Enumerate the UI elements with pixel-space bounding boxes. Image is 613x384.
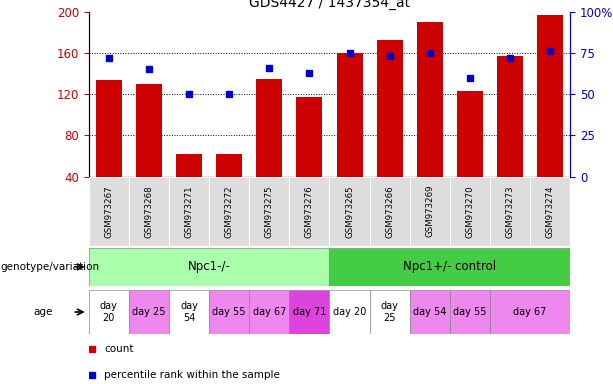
Text: GSM973265: GSM973265 <box>345 185 354 238</box>
Text: GSM973271: GSM973271 <box>185 185 194 238</box>
Bar <box>169 290 209 334</box>
Text: day 25: day 25 <box>132 307 166 317</box>
Bar <box>409 290 450 334</box>
Text: GSM973272: GSM973272 <box>225 185 234 238</box>
Bar <box>330 290 370 334</box>
Bar <box>490 177 530 246</box>
Text: day 55: day 55 <box>213 307 246 317</box>
Text: age: age <box>34 307 53 317</box>
Bar <box>409 177 450 246</box>
Text: count: count <box>104 344 134 354</box>
Bar <box>249 177 289 246</box>
Text: GSM973270: GSM973270 <box>465 185 474 238</box>
Bar <box>330 248 570 286</box>
Text: day 54: day 54 <box>413 307 446 317</box>
Text: GSM973269: GSM973269 <box>425 185 434 237</box>
Text: day 67: day 67 <box>253 307 286 317</box>
Bar <box>89 290 129 334</box>
Text: day 71: day 71 <box>293 307 326 317</box>
Text: GSM973268: GSM973268 <box>145 185 153 238</box>
Text: percentile rank within the sample: percentile rank within the sample <box>104 370 280 380</box>
Bar <box>176 154 202 177</box>
Bar <box>96 79 122 177</box>
Bar <box>450 177 490 246</box>
Bar <box>450 290 490 334</box>
Text: GSM973275: GSM973275 <box>265 185 274 238</box>
Bar <box>129 177 169 246</box>
Bar <box>497 56 523 177</box>
Bar <box>89 177 129 246</box>
Bar <box>136 84 162 177</box>
Bar <box>337 53 362 177</box>
Bar <box>370 290 409 334</box>
Text: day
54: day 54 <box>180 301 198 323</box>
Bar <box>256 79 283 177</box>
Bar <box>530 177 570 246</box>
Text: GSM973267: GSM973267 <box>104 185 113 238</box>
Text: day 55: day 55 <box>453 307 487 317</box>
Bar <box>209 177 249 246</box>
Bar <box>417 22 443 177</box>
Bar <box>249 290 289 334</box>
Bar <box>169 177 209 246</box>
Text: GSM973266: GSM973266 <box>385 185 394 238</box>
Bar <box>289 290 330 334</box>
Bar <box>457 91 483 177</box>
Text: day
25: day 25 <box>381 301 398 323</box>
Bar <box>89 248 330 286</box>
Bar <box>129 290 169 334</box>
Text: GSM973274: GSM973274 <box>546 185 555 238</box>
Bar <box>537 15 563 177</box>
Bar <box>370 177 409 246</box>
Bar <box>216 154 242 177</box>
Text: day 67: day 67 <box>513 307 547 317</box>
Text: GSM973276: GSM973276 <box>305 185 314 238</box>
Bar <box>330 177 370 246</box>
Bar <box>490 290 570 334</box>
Bar <box>297 97 322 177</box>
Bar <box>376 40 403 177</box>
Text: Npc1-/-: Npc1-/- <box>188 260 230 273</box>
Text: GSM973273: GSM973273 <box>506 185 514 238</box>
Bar <box>289 177 330 246</box>
Title: GDS4427 / 1437354_at: GDS4427 / 1437354_at <box>249 0 410 10</box>
Text: genotype/variation: genotype/variation <box>1 262 100 272</box>
Bar <box>209 290 249 334</box>
Text: day
20: day 20 <box>100 301 118 323</box>
Text: Npc1+/- control: Npc1+/- control <box>403 260 497 273</box>
Text: day 20: day 20 <box>333 307 366 317</box>
